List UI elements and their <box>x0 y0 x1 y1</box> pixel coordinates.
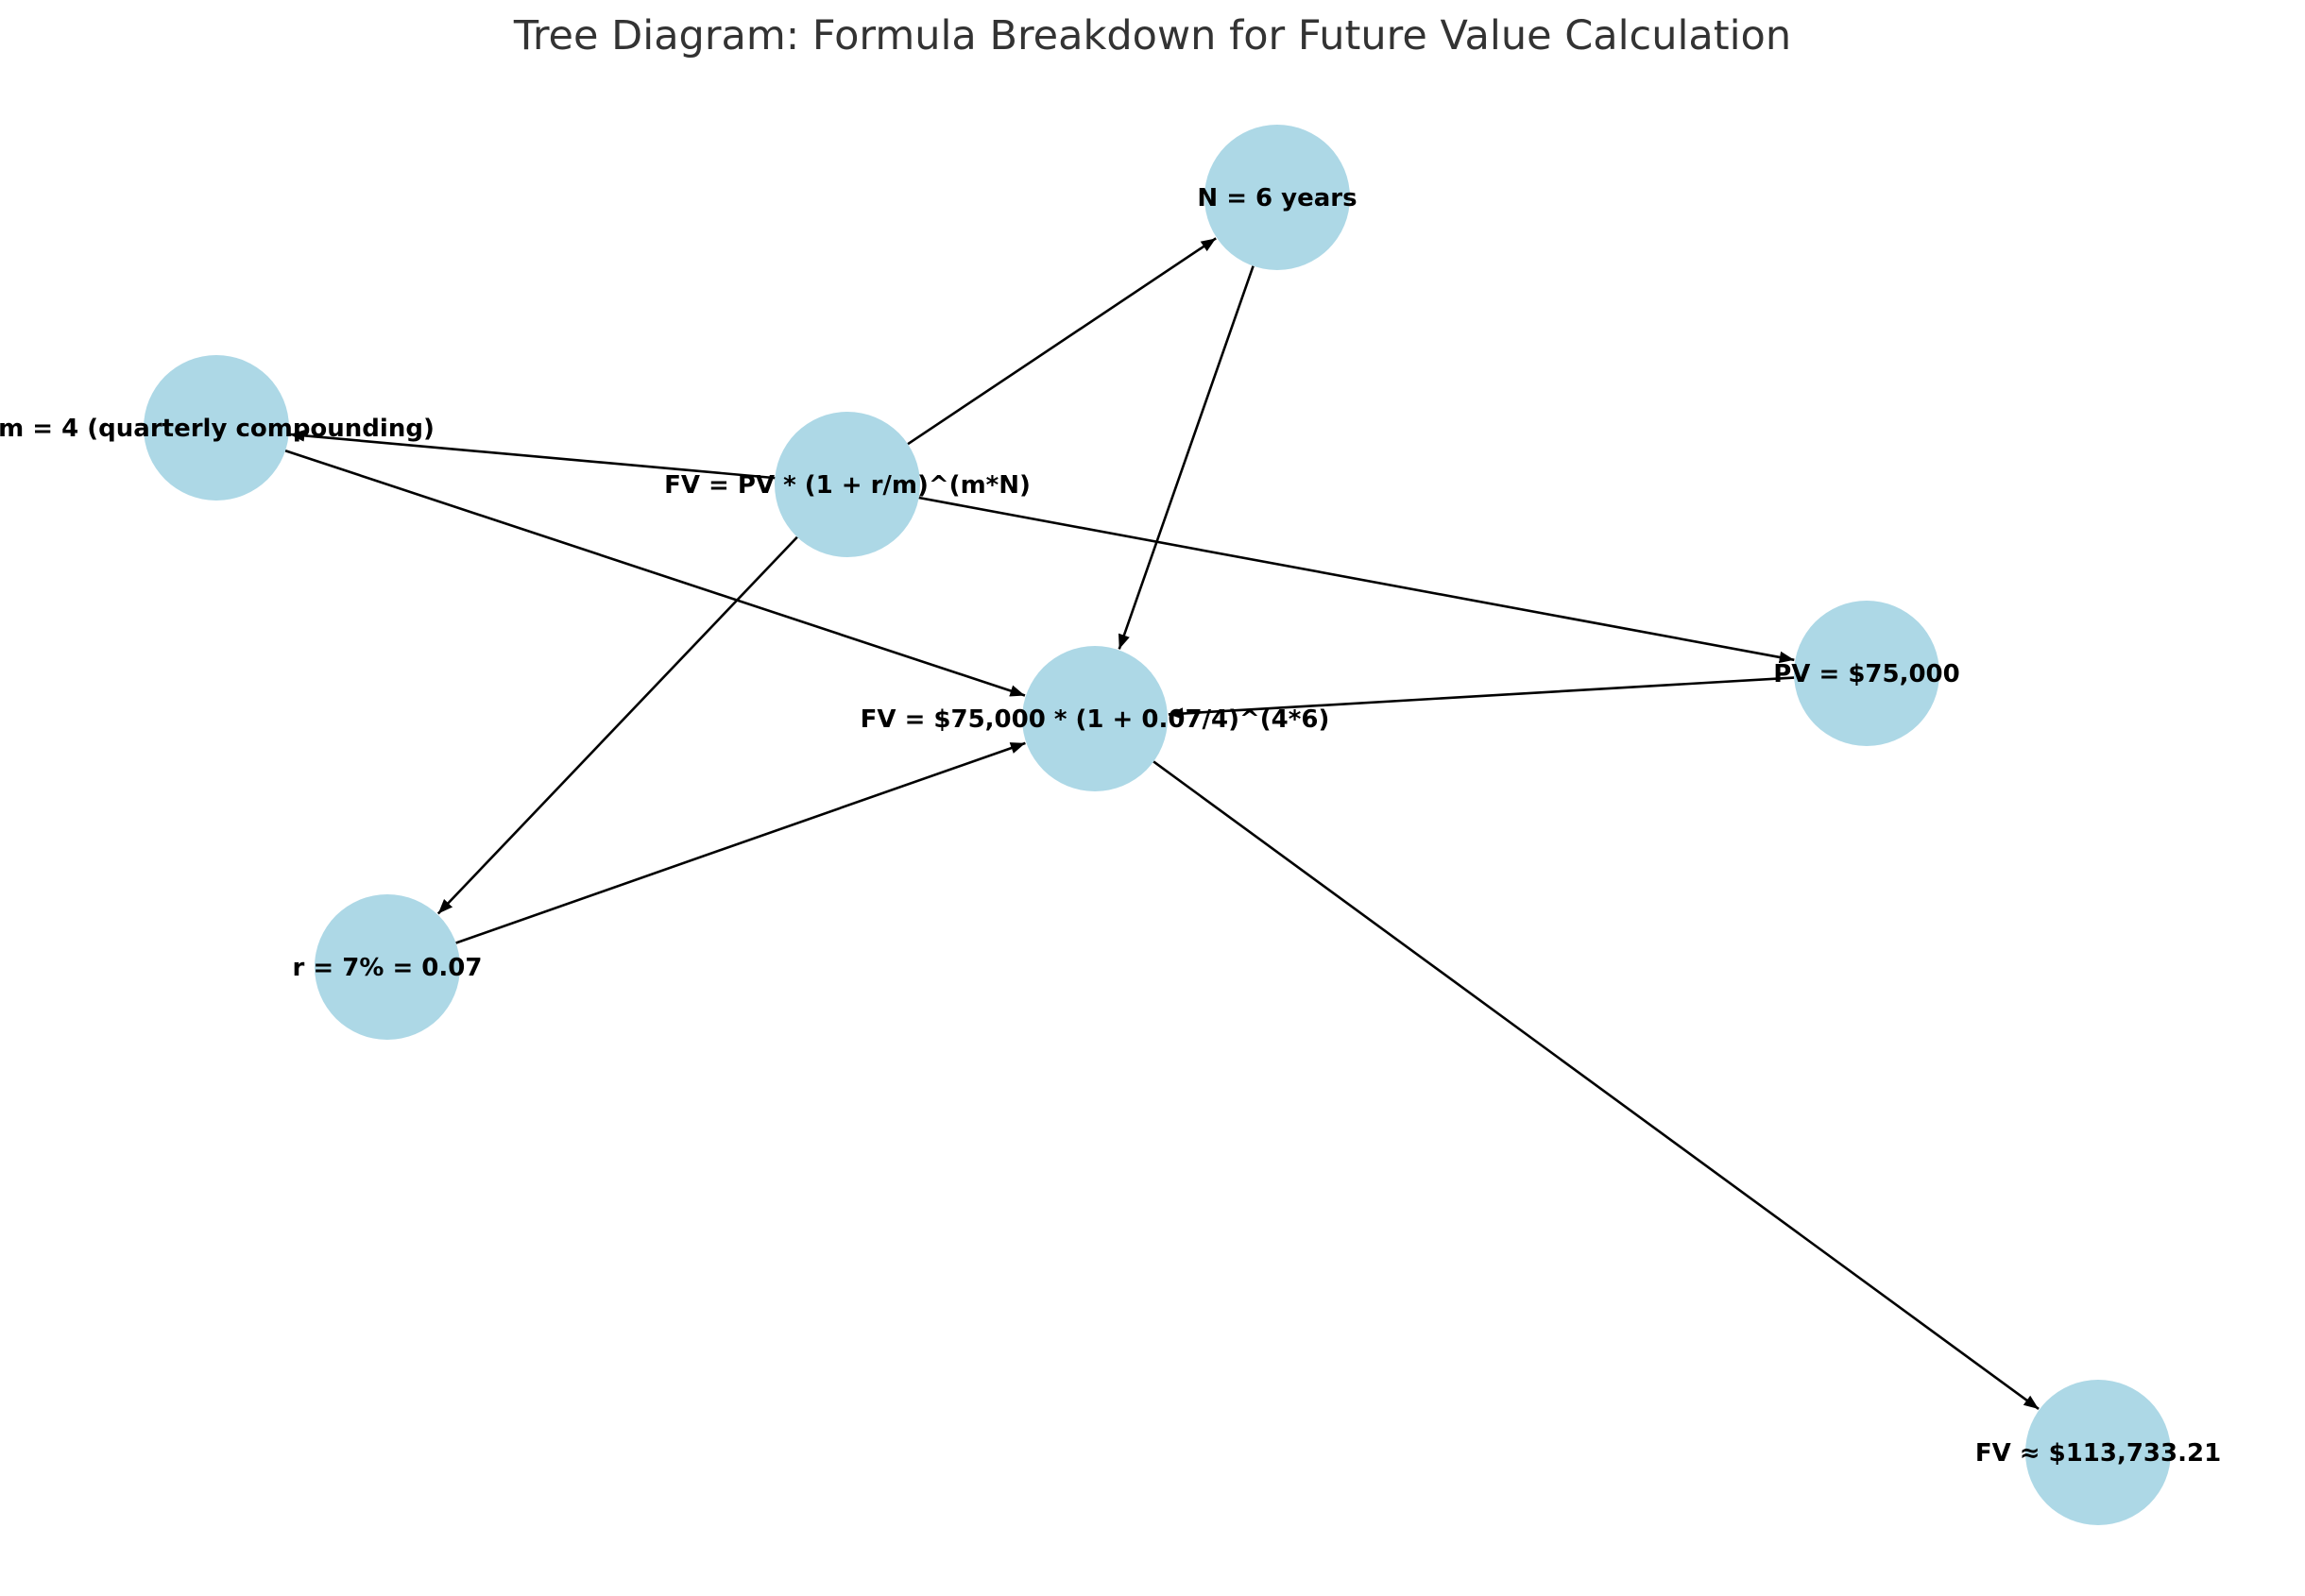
edge-formula-to-m <box>289 430 776 480</box>
node-label-pv: PV = $75,000 <box>1773 660 1960 688</box>
diagram-title: Tree Diagram: Formula Breakdown for Futu… <box>513 12 1791 59</box>
node-pv <box>1794 601 1939 746</box>
edge-r-to-substituted <box>455 741 1026 944</box>
node-label-n: N = 6 years <box>1197 184 1357 212</box>
node-label-r: r = 7% = 0.07 <box>293 954 483 982</box>
node-label-result: FV ≈ $113,733.21 <box>1975 1439 2221 1468</box>
node-n <box>1204 125 1350 270</box>
node-substituted <box>1022 646 1168 791</box>
edge-formula-to-n <box>907 237 1217 446</box>
node-formula <box>775 412 920 557</box>
edge-n-to-substituted <box>1118 265 1255 650</box>
node-label-formula: FV = PV * (1 + r/m)^(m*N) <box>664 471 1031 500</box>
labels-layer: FV = PV * (1 + r/m)^(m*N) PV = $75,000 r =… <box>0 184 2221 1468</box>
node-r <box>315 894 460 1040</box>
node-label-m: m = 4 (quarterly compounding) <box>0 415 435 443</box>
nodes-layer <box>144 125 2171 1525</box>
edge-substituted-to-result <box>1152 760 2040 1410</box>
node-label-substituted: FV = $75,000 * (1 + 0.07/4)^(4*6) <box>861 705 1330 734</box>
edges-layer <box>284 237 2040 1410</box>
edge-formula-to-pv <box>918 496 1795 664</box>
edge-pv-to-substituted <box>1168 676 1795 720</box>
node-m <box>144 355 289 501</box>
node-result <box>2025 1380 2171 1525</box>
edge-formula-to-r <box>436 535 798 915</box>
edge-m-to-substituted <box>284 449 1026 697</box>
